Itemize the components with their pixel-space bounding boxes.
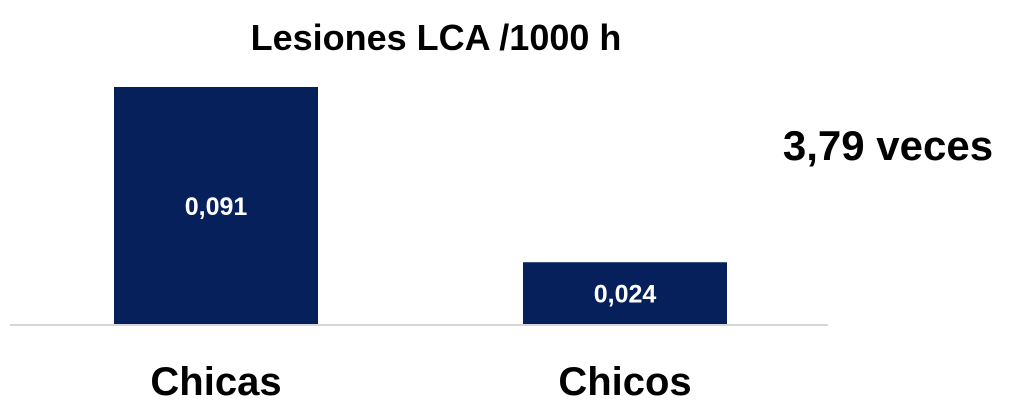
data-label-chicos: 0,024 (594, 281, 657, 309)
tick-label-chicos: Chicos (558, 360, 691, 397)
tick-label-chicas: Chicas (150, 360, 281, 397)
ratio-annotation: 3,79 veces (783, 122, 993, 169)
chart-title: Lesiones LCA /1000 h (251, 17, 622, 58)
bars-layer: 0,091 0,024 (114, 87, 727, 325)
labels-layer: Chicas Chicos (150, 360, 691, 402)
data-label-chicas: 0,091 (185, 193, 248, 221)
bar-chicos (523, 262, 727, 325)
bar-chicas (114, 87, 318, 325)
